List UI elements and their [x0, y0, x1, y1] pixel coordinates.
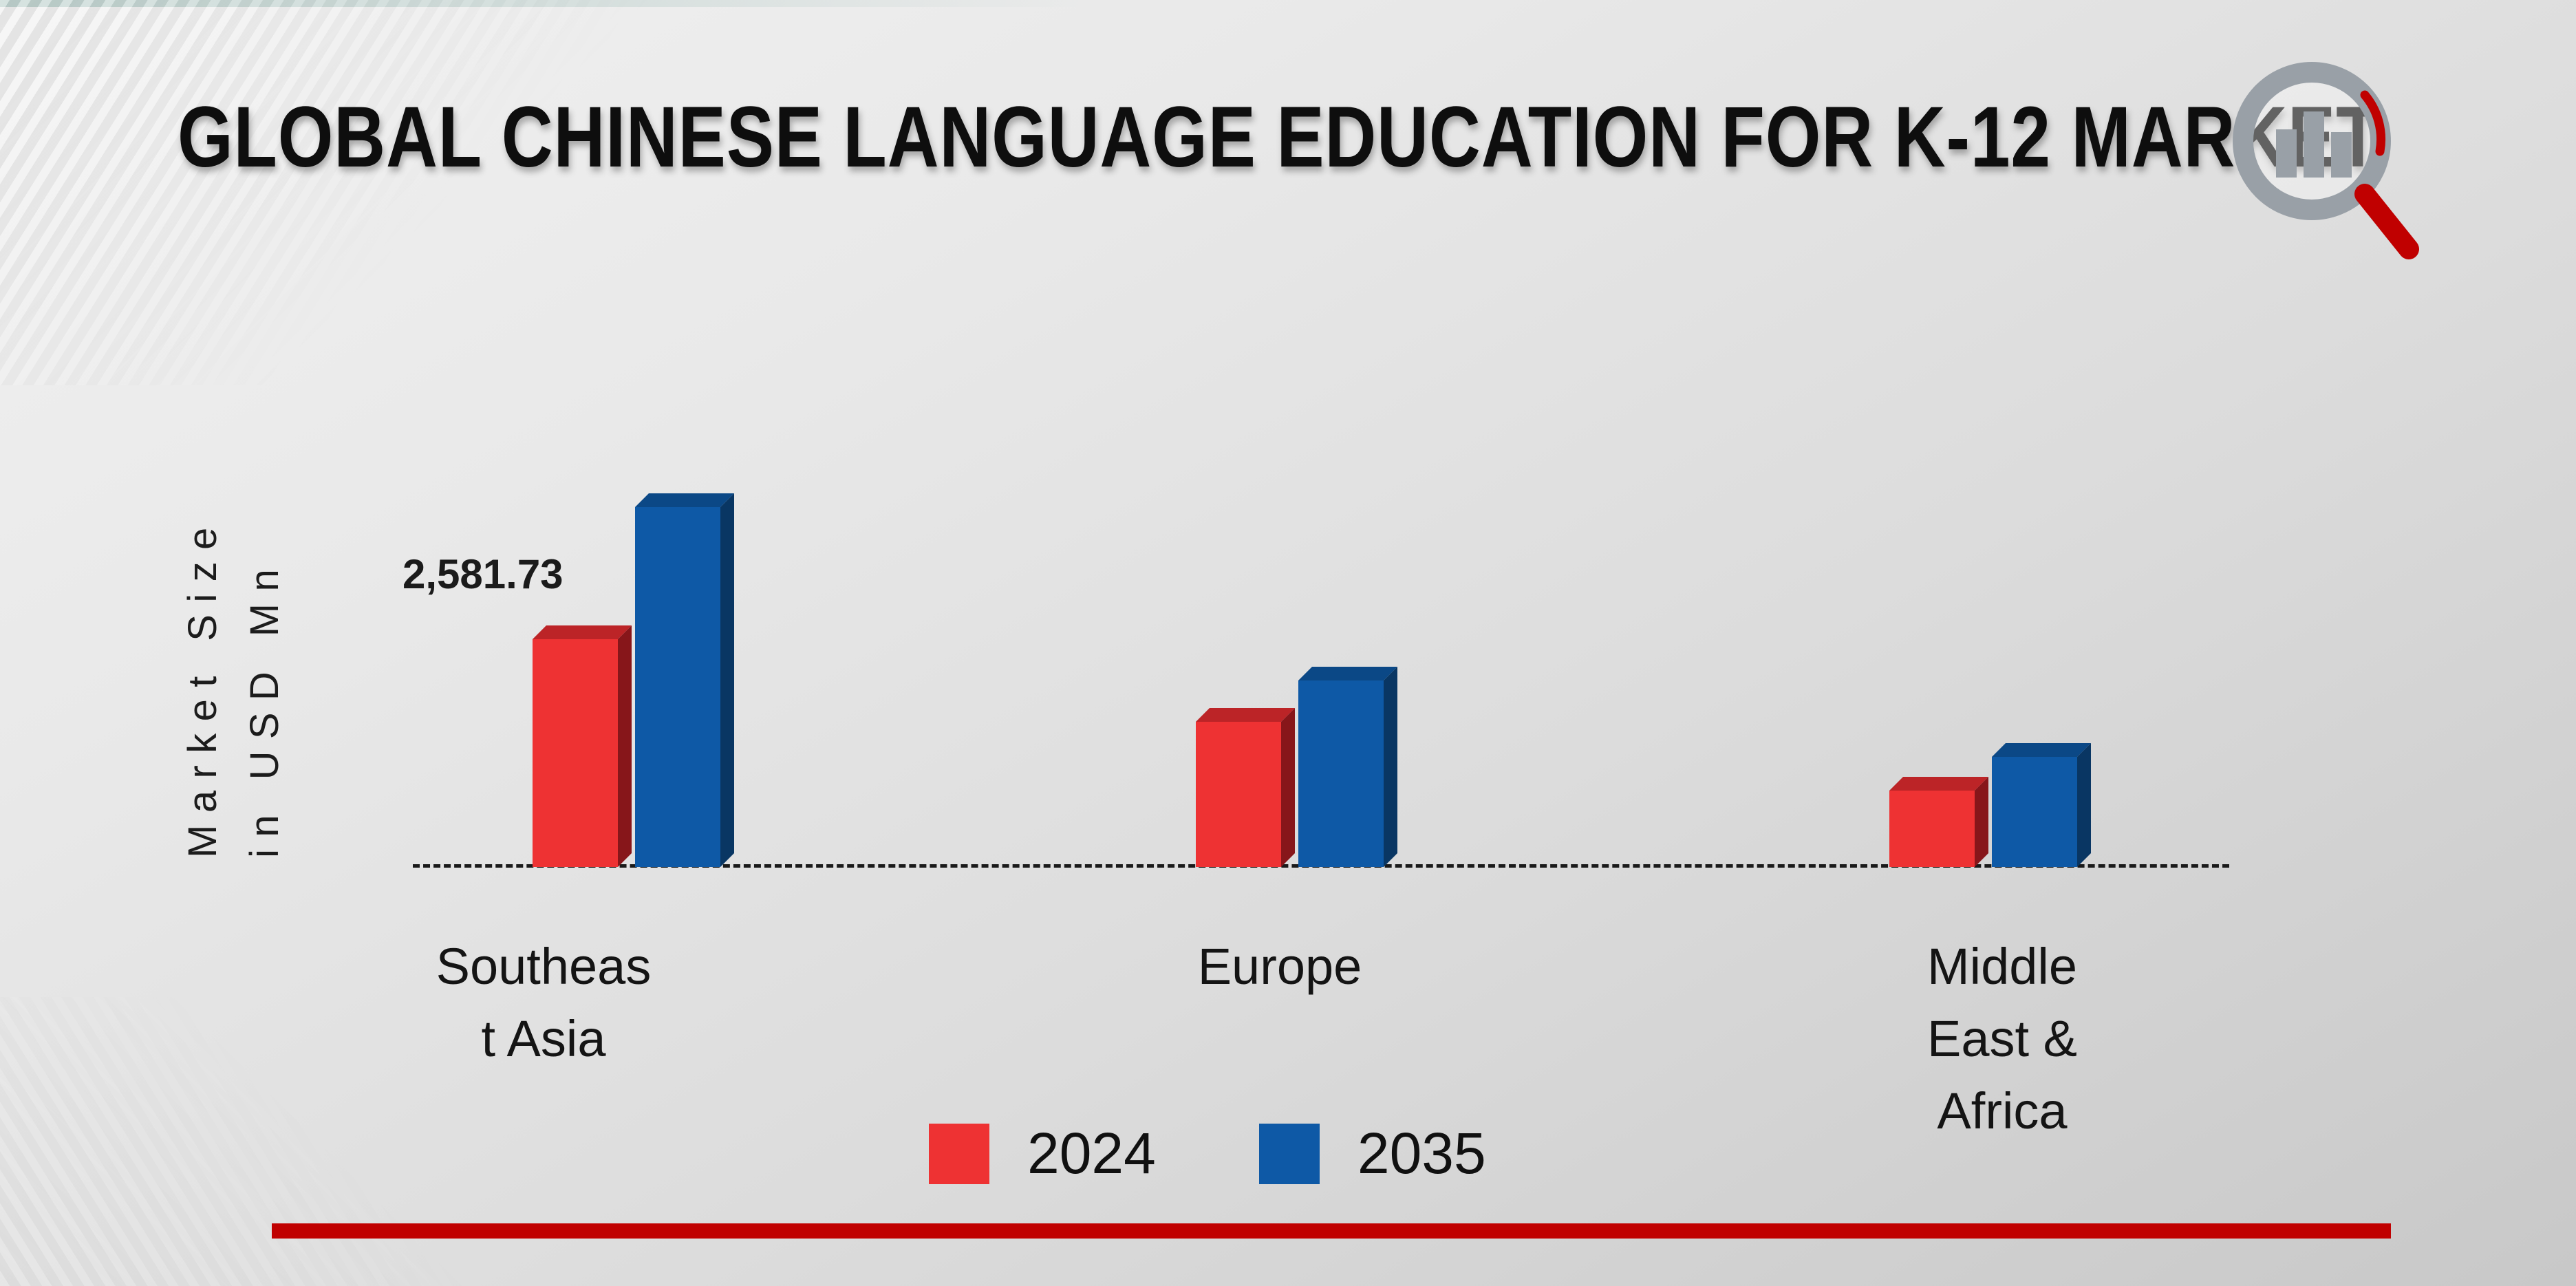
- x-axis-label-middle-east-africa: Middle East & Africa: [1796, 930, 2209, 1147]
- legend-label-2035: 2035: [1357, 1121, 1486, 1186]
- x-axis-label-line: t Asia: [481, 1010, 606, 1068]
- bar-side-face: [2077, 743, 2091, 867]
- x-axis-label-line: Southeas: [436, 938, 652, 995]
- bar-front-face: [533, 639, 618, 867]
- bar-side-face: [720, 493, 734, 867]
- bar-side-face: [1384, 667, 1397, 867]
- x-axis-label-line: East &: [1927, 1010, 2077, 1068]
- x-axis-label-line: Europe: [1197, 938, 1362, 995]
- bar-front-face: [1992, 757, 2077, 867]
- bar-southeast-asia-2035: [635, 493, 734, 867]
- bar-middle-east-africa-2024: [1889, 777, 1988, 867]
- legend-swatch-2024: [929, 1123, 989, 1184]
- bar-front-face: [1196, 722, 1281, 867]
- bar-top-face: [1196, 708, 1295, 722]
- bar-side-face: [618, 625, 632, 867]
- legend-item-2024: 2024: [929, 1120, 1156, 1187]
- x-axis-label-line: Middle: [1927, 938, 2077, 995]
- bar-middle-east-africa-2035: [1992, 743, 2091, 867]
- legend: 2024 2035: [929, 1120, 1486, 1187]
- bar-top-face: [1298, 667, 1397, 680]
- x-axis-label-line: Africa: [1937, 1082, 2068, 1140]
- bar-side-face: [1281, 708, 1295, 867]
- bar-front-face: [1298, 680, 1384, 867]
- bar-europe-2024: [1196, 708, 1295, 867]
- legend-label-2024: 2024: [1027, 1121, 1156, 1186]
- x-axis-label-europe: Europe: [1073, 930, 1486, 1003]
- bar-front-face: [635, 507, 720, 867]
- bar-southeast-asia-2024: [533, 625, 632, 867]
- bar-top-face: [1889, 777, 1988, 791]
- bar-side-face: [1975, 777, 1988, 867]
- bar-front-face: [1889, 791, 1975, 867]
- bar-top-face: [533, 625, 632, 639]
- x-axis-label-southeast-asia: Southeas t Asia: [337, 930, 750, 1075]
- logo-graphic: [2233, 62, 2419, 259]
- bar-top-face: [635, 493, 734, 507]
- magnifier-bar-chart-logo: [2219, 48, 2425, 268]
- bottom-accent-rule: [272, 1223, 2391, 1239]
- data-label-southeast-asia-2024: 2,581.73: [402, 551, 564, 597]
- legend-swatch-2035: [1258, 1123, 1320, 1184]
- bar-europe-2035: [1298, 667, 1397, 867]
- bar-top-face: [1992, 743, 2091, 757]
- legend-item-2035: 2035: [1258, 1120, 1486, 1187]
- chart-title: GLOBAL CHINESE LANGUAGE EDUCATION FOR K-…: [178, 89, 2381, 185]
